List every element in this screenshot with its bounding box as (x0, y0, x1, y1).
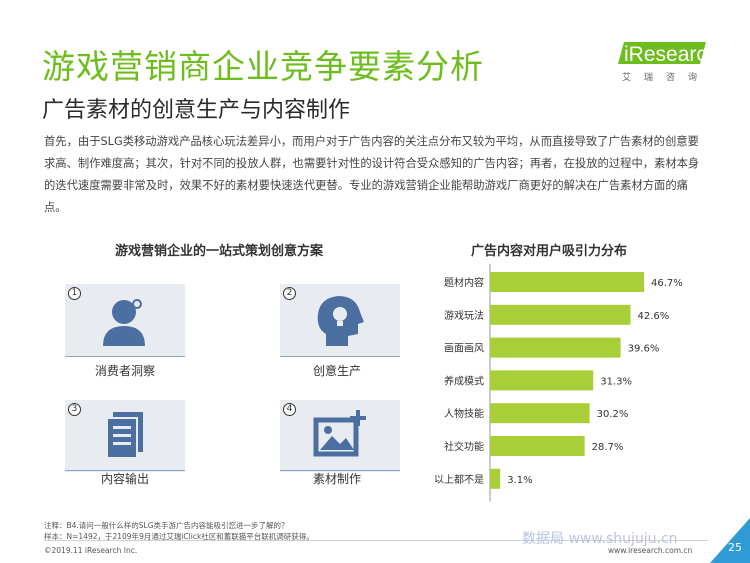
page-subtitle: 广告素材的创意生产与内容制作 (42, 98, 351, 123)
tile-divider (280, 356, 400, 357)
value-label: 46.7% (651, 278, 683, 289)
intro-paragraph: 首先，由于SLG类移动游戏产品核心玩法差异小，而用户对于广告内容的关注点分布又较… (44, 135, 700, 214)
bar (490, 272, 644, 292)
tile-divider (65, 470, 185, 471)
tile-divider (280, 470, 400, 471)
tile-number: 2 (283, 287, 296, 300)
copyright: ©2019.11 iResearch Inc. (44, 546, 138, 555)
tile-number: 4 (283, 403, 296, 416)
bar (490, 370, 594, 391)
corner-badge-icon (710, 518, 750, 563)
tile-label: 消费者洞察 (94, 364, 155, 378)
category-label: 人物技能 (444, 407, 484, 420)
idea-head-icon (317, 296, 364, 346)
bar (490, 468, 501, 489)
bar (490, 337, 621, 358)
logo-brand: iResearch (624, 43, 719, 66)
chart-title: 广告内容对用户吸引力分布 (471, 244, 628, 259)
category-label: 游戏玩法 (444, 309, 484, 322)
page-title: 游戏营销商企业竞争要素分析 (42, 47, 484, 86)
tile-content-output: 3 (65, 400, 185, 472)
user-icon (103, 299, 145, 346)
footnote-sample: 样本：N=1492，于2109年9月通过艾瑞iClick社区和蓄联猫平台联机调研… (44, 532, 314, 541)
footer-divider (44, 540, 708, 541)
value-label: 30.2% (597, 409, 629, 420)
iresearch-logo: iResearch 艾瑞咨询 (618, 38, 719, 84)
tile-number: 1 (68, 287, 81, 300)
value-label: 42.6% (637, 311, 669, 322)
attraction-bar-chart: 题材内容 46.7% 游戏玩法 42.6% 画面画风 39.6% 养成模式 31.3% 人物技能… (434, 264, 683, 502)
category-label: 社交功能 (444, 440, 484, 453)
page-number: 25 (728, 541, 742, 554)
category-label: 画面画风 (444, 343, 484, 355)
tile-consumer-insight: 1 (65, 284, 185, 356)
value-label: 28.7% (592, 442, 624, 453)
tile-label: 内容输出 (100, 472, 149, 486)
tile-divider (65, 356, 185, 357)
bar (490, 304, 631, 325)
tile-label: 创意生产 (312, 364, 361, 378)
footnote: 注释：B4.请问一般什么样的SLG类手游广告内容能吸引您进一步了解的？ 样本：N… (44, 520, 314, 542)
category-label: 以上都不是 (434, 474, 484, 486)
footnote-note: 注释：B4.请问一般什么样的SLG类手游广告内容能吸引您进一步了解的？ (44, 521, 289, 530)
category-label: 题材内容 (444, 276, 484, 289)
value-label: 31.3% (600, 376, 632, 387)
tile-creative-production: 2 (280, 284, 400, 356)
value-label: 3.1% (507, 475, 532, 486)
category-label: 养成模式 (444, 374, 484, 387)
logo-cn: 艾瑞咨询 (622, 73, 711, 83)
value-label: 39.6% (628, 344, 660, 355)
tile-number: 3 (68, 403, 81, 416)
watermark: 数据局 www.shujuju.cn (522, 531, 678, 547)
documents-icon (106, 412, 143, 459)
bar (490, 436, 585, 456)
tile-label: 素材制作 (312, 472, 361, 486)
tile-material-making: 4 (280, 400, 400, 472)
logo-shape-icon (618, 42, 706, 64)
image-add-icon (313, 410, 366, 457)
bar (490, 403, 590, 424)
left-panel-title: 游戏营销企业的一站式策划创意方案 (115, 244, 324, 259)
website: www.iresearch.com.cn (608, 546, 693, 555)
